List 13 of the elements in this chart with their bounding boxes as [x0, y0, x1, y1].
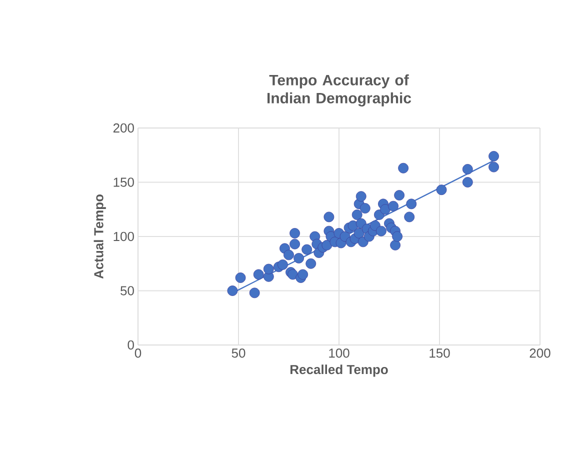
- chart-title: Tempo Accuracy of Indian Demographic: [267, 74, 412, 106]
- x-tick-label: 100: [329, 348, 350, 358]
- y-tick-label: 200: [113, 123, 134, 133]
- y-axis-title: Actual Tempo: [94, 194, 106, 279]
- y-tick-label: 0: [128, 340, 134, 350]
- x-tick-label: 50: [232, 348, 246, 358]
- x-tick-label: 150: [430, 348, 450, 358]
- x-tick-label: 0: [134, 348, 142, 358]
- x-axis-title: Recalled Tempo: [290, 364, 388, 377]
- x-tick-label: 200: [530, 348, 550, 358]
- y-tick-label: 150: [114, 178, 134, 187]
- y-tick-label: 50: [120, 286, 134, 296]
- y-tick-label: 100: [114, 232, 134, 242]
